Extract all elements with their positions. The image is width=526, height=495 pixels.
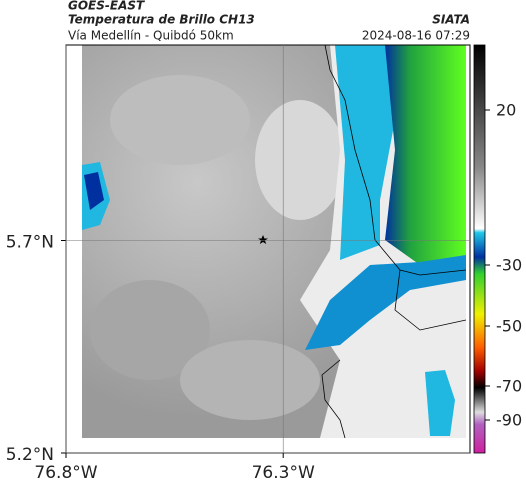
colorbar xyxy=(473,44,486,454)
subtitle: Vía Medellín - Quibdó 50km xyxy=(68,29,234,43)
lat-label: 5.2°N xyxy=(6,445,54,465)
location-marker xyxy=(258,235,268,244)
colorbar-label: -50 xyxy=(496,317,522,336)
colorbar-label: -90 xyxy=(496,411,522,430)
lon-label: 76.8°W xyxy=(34,463,97,483)
source: SIATA xyxy=(432,13,470,27)
colorbar-label: -30 xyxy=(496,256,522,275)
axes: 5.7°N 5.2°N76.8°W 76.3°W 20 -30 -50 -70 -90 xyxy=(6,45,522,483)
datetime: 2024-08-16 07:29 xyxy=(362,29,470,43)
satellite-image xyxy=(82,44,467,439)
colorbar-label: 20 xyxy=(496,101,516,120)
title: Temperatura de Brillo CH13 xyxy=(68,13,255,27)
colorbar-label: -70 xyxy=(496,377,522,396)
product: GOES-EAST xyxy=(68,0,145,13)
lon-label: 76.3°W xyxy=(252,463,315,483)
lat-label: 5.7°N xyxy=(6,233,54,253)
